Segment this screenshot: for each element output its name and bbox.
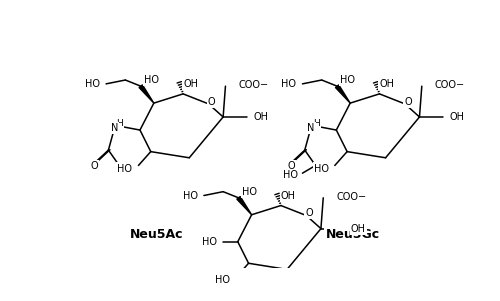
Text: H: H <box>313 119 320 128</box>
Polygon shape <box>336 85 350 103</box>
Text: OH: OH <box>351 224 366 234</box>
Text: Neu5Gc: Neu5Gc <box>326 228 380 241</box>
Text: OH: OH <box>450 112 464 122</box>
Text: H: H <box>116 119 123 128</box>
Text: Neu5Ac: Neu5Ac <box>130 228 183 241</box>
Text: O: O <box>306 208 313 218</box>
Text: HO: HO <box>242 187 256 197</box>
Text: HO: HO <box>144 75 159 85</box>
Text: HO: HO <box>282 79 296 89</box>
Polygon shape <box>139 85 154 103</box>
Text: OH: OH <box>281 191 296 200</box>
Text: O: O <box>208 97 216 107</box>
Text: N: N <box>307 123 314 133</box>
Text: OH: OH <box>253 112 268 122</box>
Text: OH: OH <box>380 79 394 89</box>
Text: HO: HO <box>182 191 198 200</box>
Text: HO: HO <box>215 275 230 285</box>
Text: O: O <box>404 97 412 107</box>
Polygon shape <box>237 197 252 215</box>
Text: HO: HO <box>118 163 132 174</box>
Text: COO−: COO− <box>336 192 366 202</box>
Text: COO−: COO− <box>238 80 268 90</box>
Text: COO−: COO− <box>435 80 465 90</box>
Text: HO: HO <box>202 237 217 247</box>
Text: N: N <box>111 123 118 133</box>
Text: O: O <box>90 161 98 171</box>
Text: OH: OH <box>183 79 198 89</box>
Text: O: O <box>287 161 294 171</box>
Text: HO: HO <box>340 75 355 85</box>
Text: HO: HO <box>85 79 100 89</box>
Text: HO: HO <box>314 163 328 174</box>
Text: HO: HO <box>283 170 298 180</box>
